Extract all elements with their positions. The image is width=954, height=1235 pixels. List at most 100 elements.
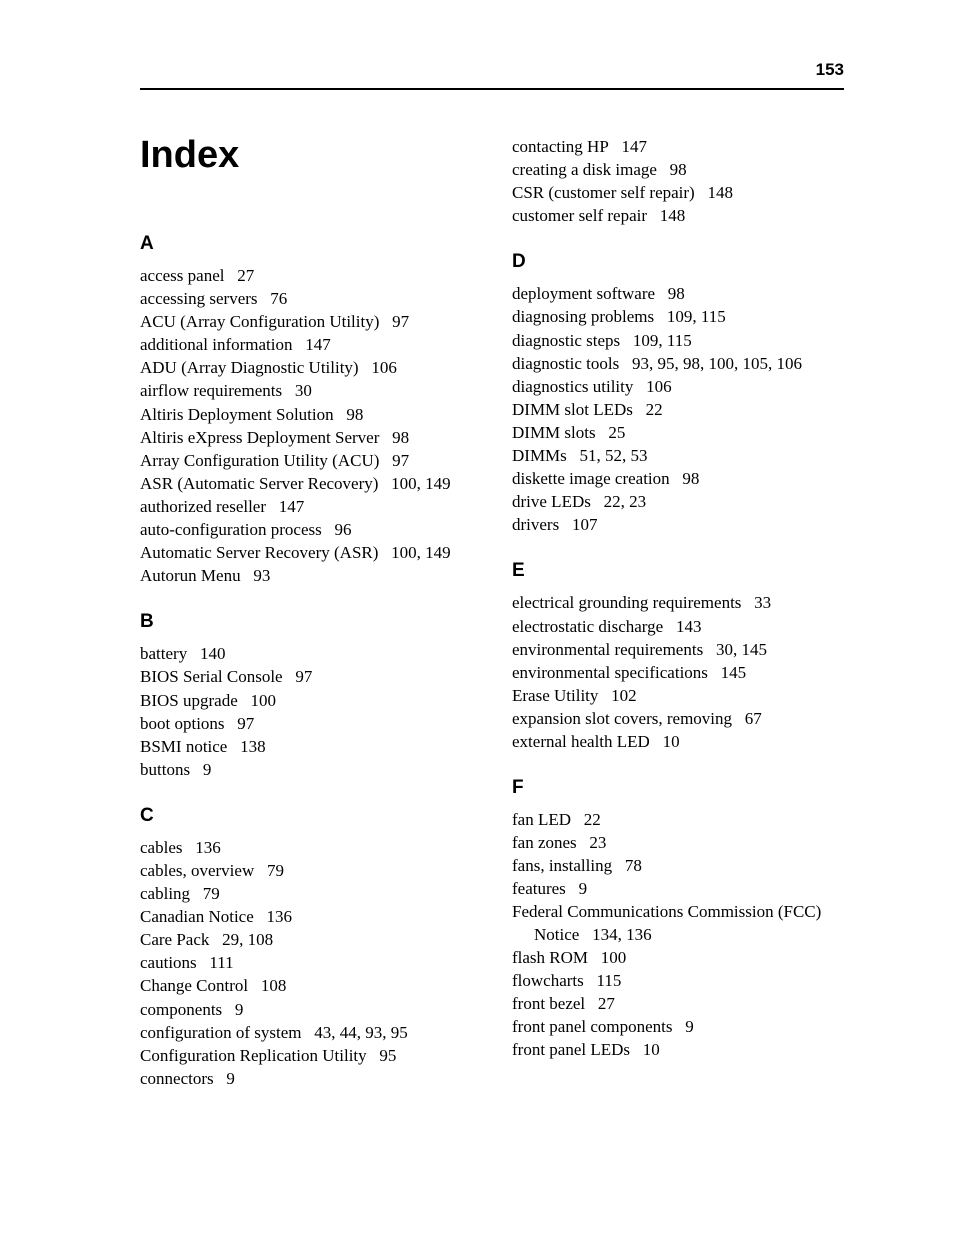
index-pages: 27	[598, 994, 615, 1013]
index-pages: 9	[203, 760, 212, 779]
index-pages: 22	[646, 400, 663, 419]
index-term: BIOS Serial Console	[140, 667, 295, 686]
index-pages: 93, 95, 98, 100, 105, 106	[632, 354, 802, 373]
index-term: cautions	[140, 953, 209, 972]
index-entry: contacting HP147	[512, 136, 844, 158]
index-entry: Federal Communications Commission (FCC) …	[512, 901, 844, 945]
index-entry: Change Control108	[140, 975, 472, 997]
horizontal-rule	[140, 88, 844, 90]
index-term: BSMI notice	[140, 737, 240, 756]
index-pages: 9	[579, 879, 588, 898]
index-pages: 102	[611, 686, 637, 705]
index-entry: access panel27	[140, 265, 472, 287]
index-pages: 100	[601, 948, 627, 967]
index-term: auto-configuration process	[140, 520, 335, 539]
index-entry: ADU (Array Diagnostic Utility)106	[140, 357, 472, 379]
index-term: deployment software	[512, 284, 668, 303]
index-entry: ASR (Automatic Server Recovery)100, 149	[140, 473, 472, 495]
index-pages: 43, 44, 93, 95	[314, 1023, 408, 1042]
index-pages: 29, 108	[222, 930, 273, 949]
index-term: additional information	[140, 335, 305, 354]
left-column: Index Aaccess panel27accessing servers76…	[140, 134, 472, 1091]
index-term: expansion slot covers, removing	[512, 709, 745, 728]
index-term: Altiris Deployment Solution	[140, 405, 346, 424]
index-entry: Canadian Notice136	[140, 906, 472, 928]
index-entry: Altiris Deployment Solution98	[140, 404, 472, 426]
index-term: Erase Utility	[512, 686, 611, 705]
index-entry: customer self repair148	[512, 205, 844, 227]
index-term: CSR (customer self repair)	[512, 183, 707, 202]
index-pages: 95	[379, 1046, 396, 1065]
index-pages: 30, 145	[716, 640, 767, 659]
index-pages: 100	[250, 691, 276, 710]
index-pages: 106	[371, 358, 397, 377]
index-term: connectors	[140, 1069, 226, 1088]
index-term: diskette image creation	[512, 469, 682, 488]
index-entry: cables136	[140, 837, 472, 859]
index-entry: CSR (customer self repair)148	[512, 182, 844, 204]
index-pages: 138	[240, 737, 266, 756]
index-entry: BSMI notice138	[140, 736, 472, 758]
index-pages: 9	[685, 1017, 694, 1036]
page-number: 153	[140, 60, 844, 80]
index-term: front bezel	[512, 994, 598, 1013]
index-term: drivers	[512, 515, 572, 534]
index-entry: electrostatic discharge143	[512, 616, 844, 638]
index-entry: electrical grounding requirements33	[512, 592, 844, 614]
index-pages: 136	[195, 838, 221, 857]
index-entry: external health LED10	[512, 731, 844, 753]
index-term: components	[140, 1000, 235, 1019]
index-pages: 148	[707, 183, 733, 202]
index-term: drive LEDs	[512, 492, 604, 511]
index-letter-heading: B	[140, 611, 472, 633]
index-pages: 96	[335, 520, 352, 539]
index-entry: features9	[512, 878, 844, 900]
index-pages: 30	[295, 381, 312, 400]
index-entry: BIOS Serial Console97	[140, 666, 472, 688]
index-entry: drivers107	[512, 514, 844, 536]
index-entry: configuration of system43, 44, 93, 95	[140, 1022, 472, 1044]
index-pages: 27	[237, 266, 254, 285]
page: 153 Index Aaccess panel27accessing serve…	[0, 0, 954, 1151]
index-term: cables, overview	[140, 861, 267, 880]
index-entry: DIMMs51, 52, 53	[512, 445, 844, 467]
index-entry: deployment software98	[512, 283, 844, 305]
index-term: fans, installing	[512, 856, 625, 875]
index-pages: 33	[754, 593, 771, 612]
index-pages: 100, 149	[391, 474, 451, 493]
index-entry: Autorun Menu93	[140, 565, 472, 587]
index-entry: components9	[140, 999, 472, 1021]
index-letter-heading: C	[140, 805, 472, 827]
index-pages: 22, 23	[604, 492, 647, 511]
index-entry: boot options97	[140, 713, 472, 735]
index-pages: 136	[267, 907, 293, 926]
index-term: Federal Communications Commission (FCC) …	[512, 902, 821, 943]
index-entry: ACU (Array Configuration Utility)97	[140, 311, 472, 333]
index-entry: diskette image creation98	[512, 468, 844, 490]
index-entry: fan LED22	[512, 809, 844, 831]
index-term: flash ROM	[512, 948, 601, 967]
index-pages: 147	[279, 497, 305, 516]
index-term: contacting HP	[512, 137, 622, 156]
index-entry: diagnostics utility106	[512, 376, 844, 398]
index-pages: 9	[235, 1000, 244, 1019]
index-pages: 98	[668, 284, 685, 303]
index-letter-heading: E	[512, 560, 844, 582]
index-entry: DIMM slots25	[512, 422, 844, 444]
index-entry: Array Configuration Utility (ACU)97	[140, 450, 472, 472]
index-term: ASR (Automatic Server Recovery)	[140, 474, 391, 493]
index-entry: flash ROM100	[512, 947, 844, 969]
index-pages: 98	[682, 469, 699, 488]
index-pages: 109, 115	[667, 307, 726, 326]
index-pages: 111	[209, 953, 233, 972]
index-entry: front bezel27	[512, 993, 844, 1015]
index-entry: environmental specifications145	[512, 662, 844, 684]
index-pages: 93	[253, 566, 270, 585]
index-entry: airflow requirements30	[140, 380, 472, 402]
index-entry: diagnostic steps109, 115	[512, 330, 844, 352]
index-pages: 23	[589, 833, 606, 852]
index-term: DIMM slot LEDs	[512, 400, 646, 419]
index-pages: 147	[622, 137, 648, 156]
index-term: Change Control	[140, 976, 261, 995]
index-entry: flowcharts115	[512, 970, 844, 992]
